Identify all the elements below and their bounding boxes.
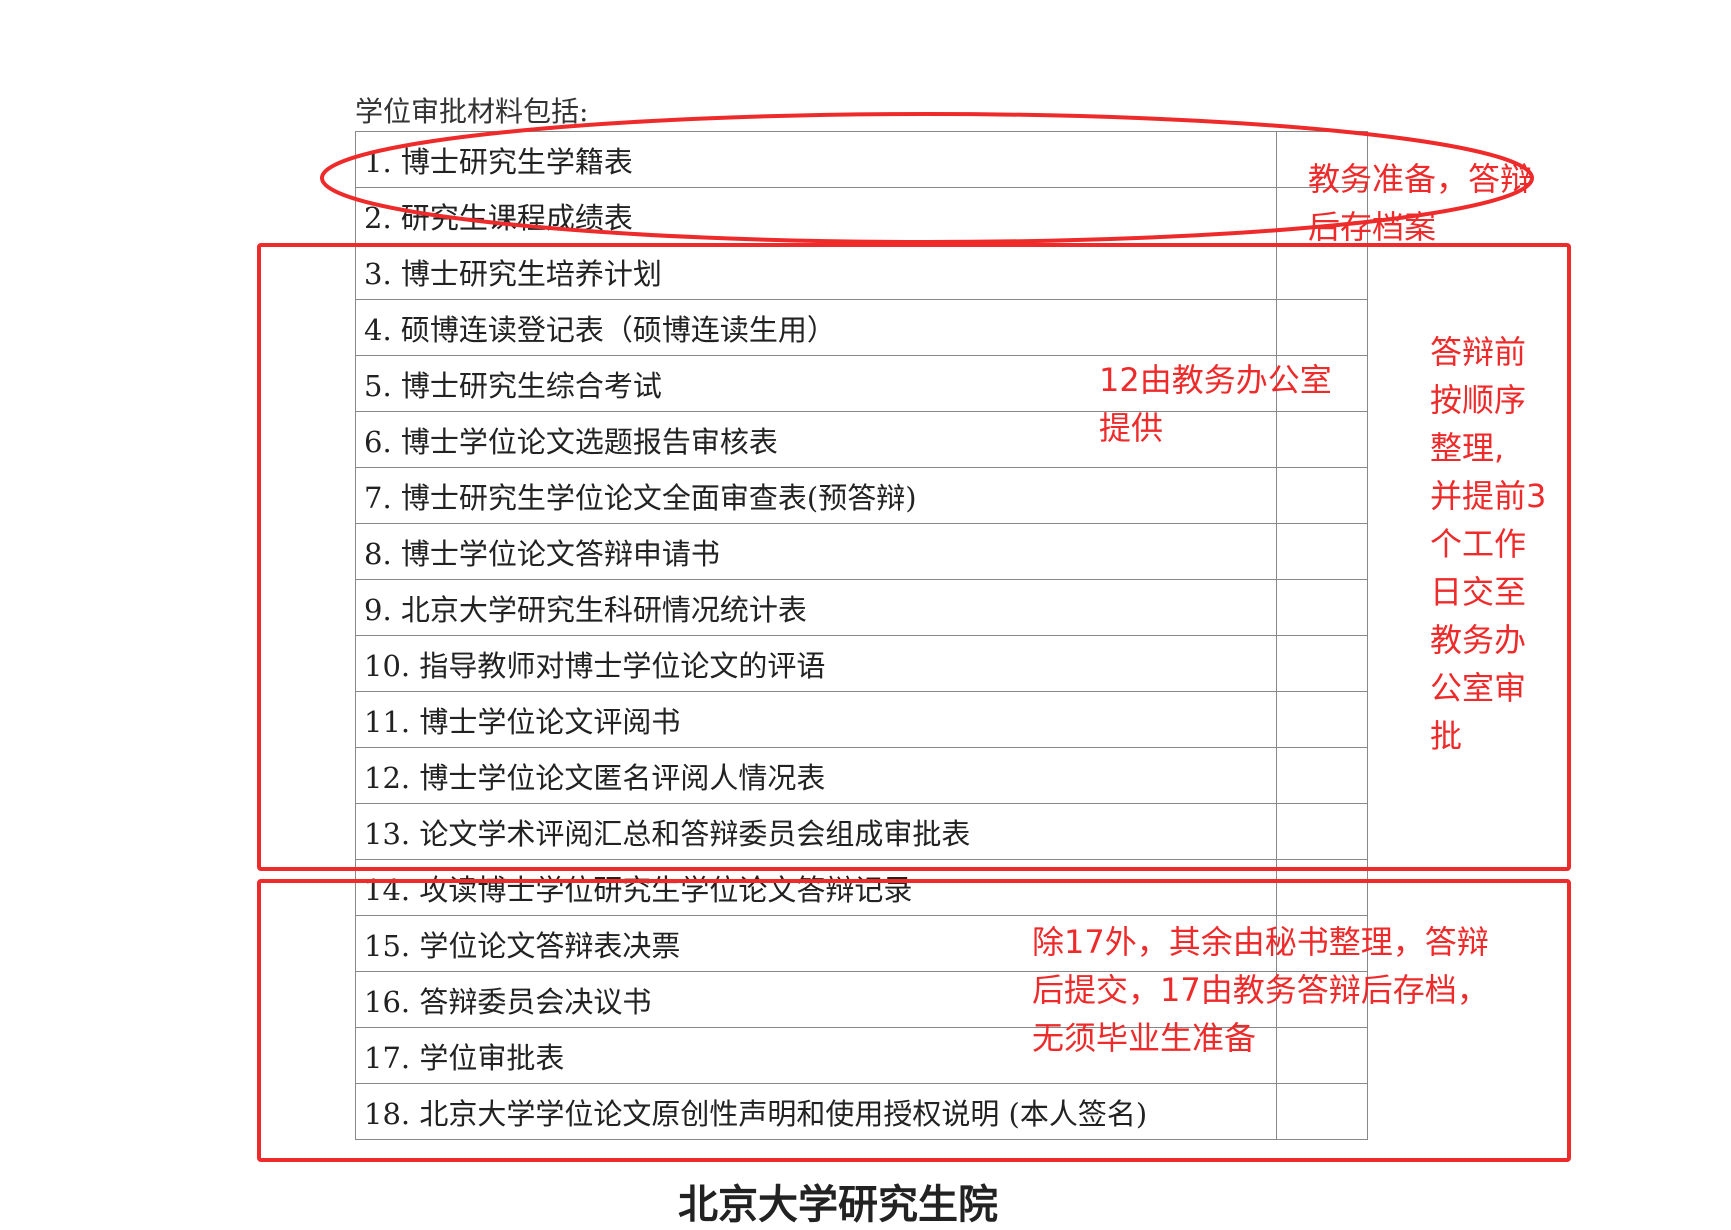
item-label: 3. 博士研究生培养计划: [355, 243, 1277, 300]
annotation-line: 日交至: [1430, 573, 1527, 611]
item-check-cell: [1276, 299, 1368, 356]
annotation-line: 教务办: [1430, 621, 1527, 659]
highlight-ellipse: [320, 112, 1534, 244]
item-label: 1. 博士研究生学籍表: [355, 131, 1277, 188]
table-row: 16. 答辩委员会决议书: [355, 971, 1368, 1028]
item-check-cell: [1276, 355, 1368, 412]
annotation-right: 答辩前按顺序整理, 并提前3 个工作日交至教务办公室审批: [1430, 328, 1546, 760]
annotation-line: 除17外，其余由秘书整理，答辩: [1032, 923, 1489, 961]
annotation-line: 按顺序: [1430, 381, 1527, 419]
annotation-bottom: 除17外，其余由秘书整理，答辩 后提交，17由教务答辩后存档， 无须毕业生准备: [1032, 918, 1489, 1062]
annotation-office: 12由教务办公室 提供: [1099, 356, 1332, 452]
table-row: 18. 北京大学学位论文原创性声明和使用授权说明 (本人签名): [355, 1083, 1368, 1140]
item-label: 2. 研究生课程成绩表: [355, 187, 1277, 244]
item-label: 8. 博士学位论文答辩申请书: [355, 523, 1277, 580]
item-label: 6. 博士学位论文选题报告审核表: [355, 411, 1277, 468]
annotation-line: 并提前3: [1430, 477, 1547, 515]
table-row: 7. 博士研究生学位论文全面审查表(预答辩): [355, 467, 1368, 524]
table-row: 13. 论文学术评阅汇总和答辩委员会组成审批表: [355, 803, 1368, 860]
item-check-cell: [1276, 803, 1368, 860]
item-label: 7. 博士研究生学位论文全面审查表(预答辩): [355, 467, 1277, 524]
table-row: 9. 北京大学研究生科研情况统计表: [355, 579, 1368, 636]
item-check-cell: [1276, 1027, 1368, 1084]
item-label: 16. 答辩委员会决议书: [355, 971, 1277, 1028]
item-check-cell: [1276, 523, 1368, 580]
item-label: 11. 博士学位论文评阅书: [355, 691, 1277, 748]
annotation-line: 后存档案: [1308, 208, 1437, 246]
table-row: 3. 博士研究生培养计划: [355, 243, 1368, 300]
item-check-cell: [1276, 635, 1368, 692]
item-label: 13. 论文学术评阅汇总和答辩委员会组成审批表: [355, 803, 1277, 860]
item-check-cell: [1276, 467, 1368, 524]
annotation-line: 教务准备，答辩: [1308, 160, 1533, 198]
annotation-line: 答辩前: [1430, 333, 1527, 371]
table-row: 6. 博士学位论文选题报告审核表: [355, 411, 1368, 468]
highlight-box-items-3-13: [257, 243, 1571, 871]
table-row: 8. 博士学位论文答辩申请书: [355, 523, 1368, 580]
annotation-line: 12由教务办公室: [1099, 361, 1332, 399]
item-check-cell: [1276, 971, 1368, 1028]
annotation-line: 提供: [1099, 409, 1164, 447]
annotation-line: 后提交，17由教务答辩后存档，: [1032, 971, 1489, 1009]
item-check-cell: [1276, 411, 1368, 468]
item-check-cell: [1276, 691, 1368, 748]
intro-label: 学位审批材料包括:: [355, 95, 589, 128]
footer-institution: 北京大学研究生院: [678, 1182, 998, 1228]
annotation-line: 公室审: [1430, 669, 1527, 707]
table-row: 15. 学位论文答辩表决票: [355, 915, 1368, 972]
table-row: 1. 博士研究生学籍表: [355, 131, 1368, 188]
item-check-cell: [1276, 747, 1368, 804]
item-check-cell: [1276, 243, 1368, 300]
annotation-line: 个工作: [1430, 525, 1527, 563]
table-row: 10. 指导教师对博士学位论文的评语: [355, 635, 1368, 692]
table-row: 12. 博士学位论文匿名评阅人情况表: [355, 747, 1368, 804]
item-label: 15. 学位论文答辩表决票: [355, 915, 1277, 972]
annotation-top: 教务准备，答辩 后存档案: [1308, 155, 1532, 251]
item-check-cell: [1276, 915, 1368, 972]
highlight-box-items-14-18: [257, 879, 1571, 1162]
item-label: 12. 博士学位论文匿名评阅人情况表: [355, 747, 1277, 804]
annotation-line: 无须毕业生准备: [1032, 1019, 1257, 1057]
item-label: 18. 北京大学学位论文原创性声明和使用授权说明 (本人签名): [355, 1083, 1277, 1140]
annotation-line: 整理,: [1430, 429, 1505, 467]
table-row: 11. 博士学位论文评阅书: [355, 691, 1368, 748]
annotation-line: 批: [1430, 717, 1463, 755]
item-label: 9. 北京大学研究生科研情况统计表: [355, 579, 1277, 636]
materials-table: 1. 博士研究生学籍表 2. 研究生课程成绩表 3. 博士研究生培养计划 4. 硕博连…: [355, 131, 1368, 1140]
item-check-cell: [1276, 1083, 1368, 1140]
